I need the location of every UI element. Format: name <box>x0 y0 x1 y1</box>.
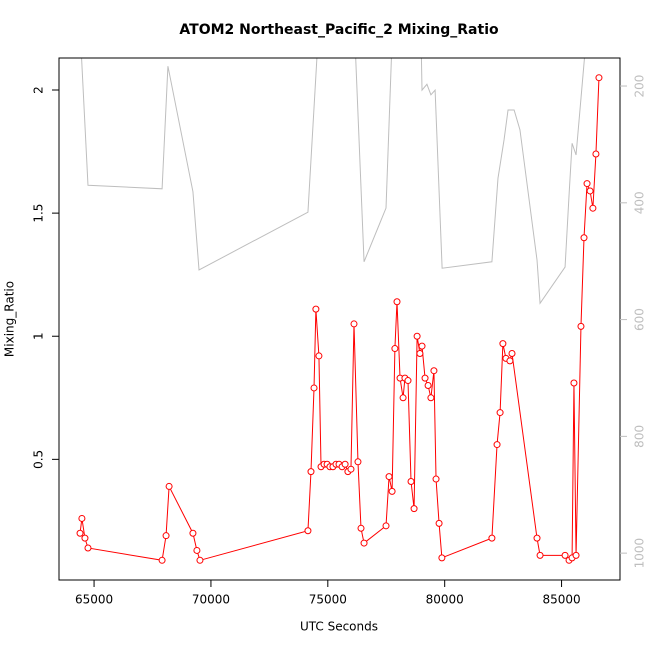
data-point <box>312 305 320 313</box>
data-point <box>418 342 426 350</box>
x-tick-label: 80000 <box>426 593 464 607</box>
data-point <box>595 74 603 82</box>
y2-tick-label: 400 <box>633 191 647 214</box>
x-axis-label: UTC Seconds <box>300 620 378 634</box>
data-point <box>310 384 318 392</box>
data-point <box>536 551 544 559</box>
data-point <box>354 458 362 466</box>
data-point <box>488 534 496 542</box>
y-tick-label: 1.5 <box>32 204 46 223</box>
data-point <box>572 551 580 559</box>
data-point <box>165 482 173 490</box>
data-point <box>410 505 418 513</box>
data-point <box>506 357 514 365</box>
x-tick-label: 75000 <box>309 593 347 607</box>
data-point <box>388 487 396 495</box>
data-point <box>416 349 424 357</box>
x-tick-label: 65000 <box>75 593 113 607</box>
y-tick-label: 2 <box>32 86 46 94</box>
data-point <box>341 460 349 468</box>
data-point <box>592 150 600 158</box>
y2-tick-label: 800 <box>633 425 647 448</box>
plot-frame <box>58 57 621 581</box>
y-tick-label: 0.5 <box>32 450 46 469</box>
data-point <box>382 522 390 530</box>
data-point <box>189 529 197 537</box>
data-point <box>430 367 438 375</box>
data-point <box>586 187 594 195</box>
data-point <box>589 204 597 212</box>
data-point <box>347 465 355 473</box>
data-point <box>577 322 585 330</box>
data-point <box>496 409 504 417</box>
data-point <box>407 478 415 486</box>
chart-title: ATOM2 Northeast_Pacific_2 Mixing_Ratio <box>179 22 499 38</box>
data-point <box>399 394 407 402</box>
series-line <box>81 58 585 305</box>
data-point <box>76 529 84 537</box>
data-point <box>413 332 421 340</box>
data-point <box>391 345 399 353</box>
data-point <box>315 352 323 360</box>
data-point <box>570 379 578 387</box>
data-point <box>583 180 591 188</box>
data-point <box>435 519 443 527</box>
data-point <box>499 340 507 348</box>
data-point <box>533 534 541 542</box>
data-point <box>162 532 170 540</box>
plot-area <box>76 58 603 564</box>
data-point <box>561 551 569 559</box>
y-axis-label: Mixing_Ratio <box>3 281 17 357</box>
data-point <box>438 554 446 562</box>
data-point <box>432 475 440 483</box>
data-point <box>350 320 358 328</box>
data-point <box>304 527 312 535</box>
x-tick-label: 70000 <box>192 593 230 607</box>
data-point <box>158 556 166 564</box>
data-point <box>580 234 588 242</box>
data-point <box>493 441 501 449</box>
data-point <box>193 546 201 554</box>
data-point <box>421 374 429 382</box>
data-point <box>196 556 204 564</box>
data-point <box>508 349 516 357</box>
data-point <box>78 514 86 522</box>
data-point <box>360 539 368 547</box>
y-tick-label: 1 <box>32 332 46 340</box>
y2-tick-label: 1000 <box>633 538 647 569</box>
data-point <box>307 468 315 476</box>
data-point <box>81 534 89 542</box>
y2-tick-label: 600 <box>633 308 647 331</box>
data-point <box>385 473 393 481</box>
data-point <box>393 298 401 306</box>
x-tick-label: 85000 <box>542 593 580 607</box>
data-point <box>357 524 365 532</box>
data-point <box>404 377 412 385</box>
y2-tick-label: 200 <box>633 75 647 98</box>
data-point <box>84 544 92 552</box>
data-point <box>424 381 432 389</box>
series-line <box>79 77 600 562</box>
data-point <box>427 394 435 402</box>
